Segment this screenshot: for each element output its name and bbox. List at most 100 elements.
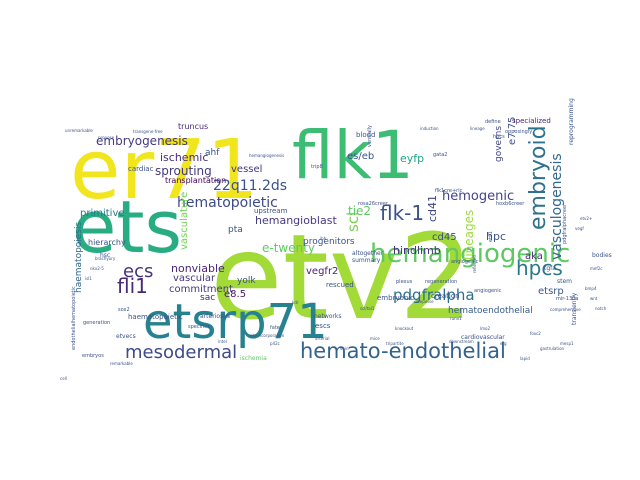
word-tie2: tie2 [348, 204, 371, 218]
word-lineage: lineage [470, 126, 485, 131]
word-lmo2: lmo2 [480, 326, 490, 331]
word-cd41: cd41 [426, 195, 439, 222]
word-hindlimb: hindlimb [393, 244, 441, 257]
word-22q11-2ds: 22q11.2ds [213, 178, 287, 194]
word-cell: cell [60, 376, 67, 381]
word-etsrp: etsrp [538, 286, 564, 297]
word-bmp4: bmp4 [585, 286, 597, 291]
word-mef2c: mef2c [590, 266, 603, 271]
word-blood: blood [356, 131, 375, 139]
word-sac: sac [200, 293, 215, 303]
word-etvecs: etvecs [116, 333, 136, 340]
word-hemangiogenic: hemangiogenic [370, 239, 570, 269]
word-etsrp71: etsrp71 [143, 294, 328, 350]
word-cd45: cd45 [432, 232, 457, 243]
word-vasculogenesis: vasculogenesis [549, 153, 565, 260]
word-hemogenic: hemogenic [442, 189, 514, 204]
word-hpcs: hpcs [516, 256, 563, 280]
word-define: define [485, 119, 501, 125]
word-commitment: commitment [169, 284, 233, 295]
word-vessel: vessel [231, 164, 262, 175]
word-sox2: sox2 [118, 307, 130, 313]
word-ihh: ihh [320, 236, 327, 241]
word-primitive: primitive [80, 208, 125, 219]
word-altogether: altogether [352, 250, 384, 257]
word-propose: propose [98, 135, 115, 140]
word-scl-tal1: scl/tal1 [360, 306, 375, 311]
word-downstream: downstream [449, 339, 474, 344]
word-reflected: reflected [472, 255, 477, 273]
word-specialized: specialized [512, 117, 551, 125]
word-flk-1: flk-1 [380, 201, 424, 225]
word-ets: ets [72, 185, 182, 269]
word-embryonic: embryonic [377, 294, 414, 302]
word-eyfp: eyfp [400, 152, 424, 165]
word-transiently: transiently [571, 292, 578, 325]
word-sprouting: sprouting [155, 164, 212, 178]
word-scl: scl [344, 212, 362, 232]
word-nonviable: nonviable [171, 262, 225, 275]
word-vasculature: vasculature [179, 192, 190, 250]
word-haematopoiesis: haematopoiesis [74, 221, 84, 293]
word-mice: mice [370, 336, 380, 341]
word-ischemic: ischemic [160, 151, 208, 164]
word-mesp1: mesp1 [560, 341, 574, 346]
word-nkx2-5: nkx2-5 [90, 266, 104, 271]
word-escs: escs [315, 322, 331, 330]
word-regeneration: regeneration [425, 279, 457, 285]
word-flk1cre-rlc: flk1cre+rlc [435, 188, 463, 194]
word-embryogenesis: embryogenesis [96, 134, 188, 148]
word-reprogramming: reprogramming [568, 98, 575, 145]
word-e7-75: e7.75 [507, 117, 518, 145]
word-hemato-endothelial: hemato-endothelial [300, 339, 506, 363]
word-summary: summary [352, 257, 381, 264]
word-angiogenic: angiogenic [474, 288, 502, 294]
word-ahf: ahf [205, 148, 220, 158]
word-tripartite: tripartite [386, 341, 404, 346]
word-gastrulation: gastrulation [540, 346, 565, 351]
word-ischemia: ischemia [240, 355, 267, 362]
word-vascular: vascular [173, 273, 216, 284]
word-es-eb: es/eb [347, 151, 374, 162]
word-lapid: lapid [520, 356, 530, 361]
word-endothelialhematopoietic: endothelialhematopoietic [71, 286, 77, 350]
word-tgfa: tgfa [544, 265, 556, 272]
word-yolk: yolk [237, 276, 256, 286]
word-remarkable: remarkable [110, 361, 133, 366]
word-hematoendothelial: hematoendothelial [448, 306, 533, 316]
word-arteriosus: arteriosus [200, 313, 230, 320]
word-mir-130a: mir-130a [556, 296, 578, 302]
word-hemangioblast: hemangioblast [255, 214, 337, 227]
word-truncus: truncus [178, 122, 208, 131]
word-fate: fate [270, 325, 280, 331]
word-stem: stem [557, 278, 572, 285]
word-bodies: bodies [592, 252, 612, 259]
word-rescued: rescued [326, 281, 354, 289]
word-specifies: specifies [188, 324, 210, 330]
word-knockout: knockout [395, 326, 414, 331]
word-wnt: wnt [590, 296, 598, 301]
word-lineages: lineages [462, 210, 476, 260]
word-flk1: flk1 [292, 117, 414, 194]
word-networks: networks [314, 313, 342, 320]
word-rosa26creer: rosa26creer [358, 201, 389, 207]
word-hematopoietic: hematopoietic [177, 195, 278, 211]
word-pta: pta [228, 225, 243, 235]
word-governs: governs [494, 126, 504, 162]
word-vegfr2: vegfr2 [306, 266, 338, 277]
word-stepwise: stepwise [416, 299, 434, 304]
word-pdgfralpha: pdgfralpha [393, 286, 475, 304]
word-creation: creation [431, 292, 460, 300]
word-generation: generation [83, 320, 110, 326]
word-etv2: etv2+ [580, 216, 592, 221]
word-pdgfralphacreer: pdgfralphacreer [562, 203, 568, 244]
word-er71: er71 [70, 123, 259, 218]
word-unremarkable: unremarkable [65, 128, 93, 133]
word-opposingly: opposingly [505, 129, 532, 135]
word-isl1: isl1 [85, 276, 92, 281]
word-cardiovascular: cardiovascular [461, 334, 505, 341]
word-etv2: etv2 [210, 208, 474, 346]
word-haematopoietic: haematopoietic [128, 313, 183, 321]
word-transplantation: transplantation [165, 176, 226, 185]
